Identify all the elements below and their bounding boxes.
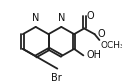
Text: N: N xyxy=(32,13,39,23)
Text: O: O xyxy=(87,11,95,21)
Text: OH: OH xyxy=(87,50,102,60)
Text: OCH₃: OCH₃ xyxy=(100,41,122,50)
Text: Br: Br xyxy=(51,73,62,83)
Text: N: N xyxy=(58,13,65,23)
Text: O: O xyxy=(98,29,105,39)
